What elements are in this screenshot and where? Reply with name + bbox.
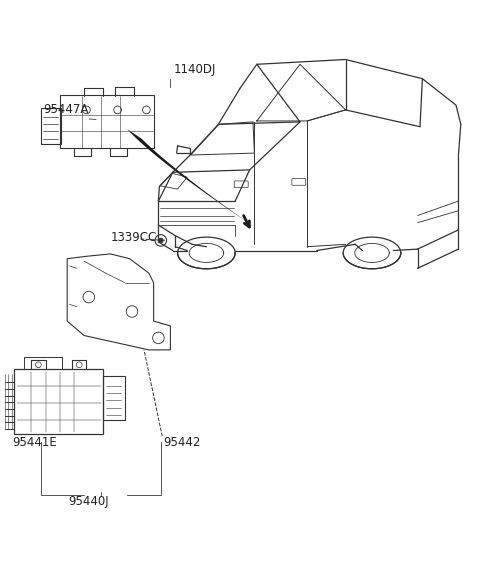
- Text: 95441E: 95441E: [12, 435, 57, 448]
- Polygon shape: [127, 129, 259, 230]
- Bar: [14, 369, 103, 434]
- Text: 95440J: 95440J: [69, 494, 109, 508]
- Bar: [60, 95, 154, 148]
- Text: 95442: 95442: [163, 435, 201, 448]
- Bar: [41, 108, 61, 144]
- Circle shape: [158, 238, 163, 243]
- Bar: [24, 357, 62, 369]
- Text: 95447A: 95447A: [43, 103, 89, 116]
- Bar: [103, 376, 125, 420]
- Text: 1140DJ: 1140DJ: [174, 63, 216, 76]
- Text: 1339CC: 1339CC: [110, 231, 156, 244]
